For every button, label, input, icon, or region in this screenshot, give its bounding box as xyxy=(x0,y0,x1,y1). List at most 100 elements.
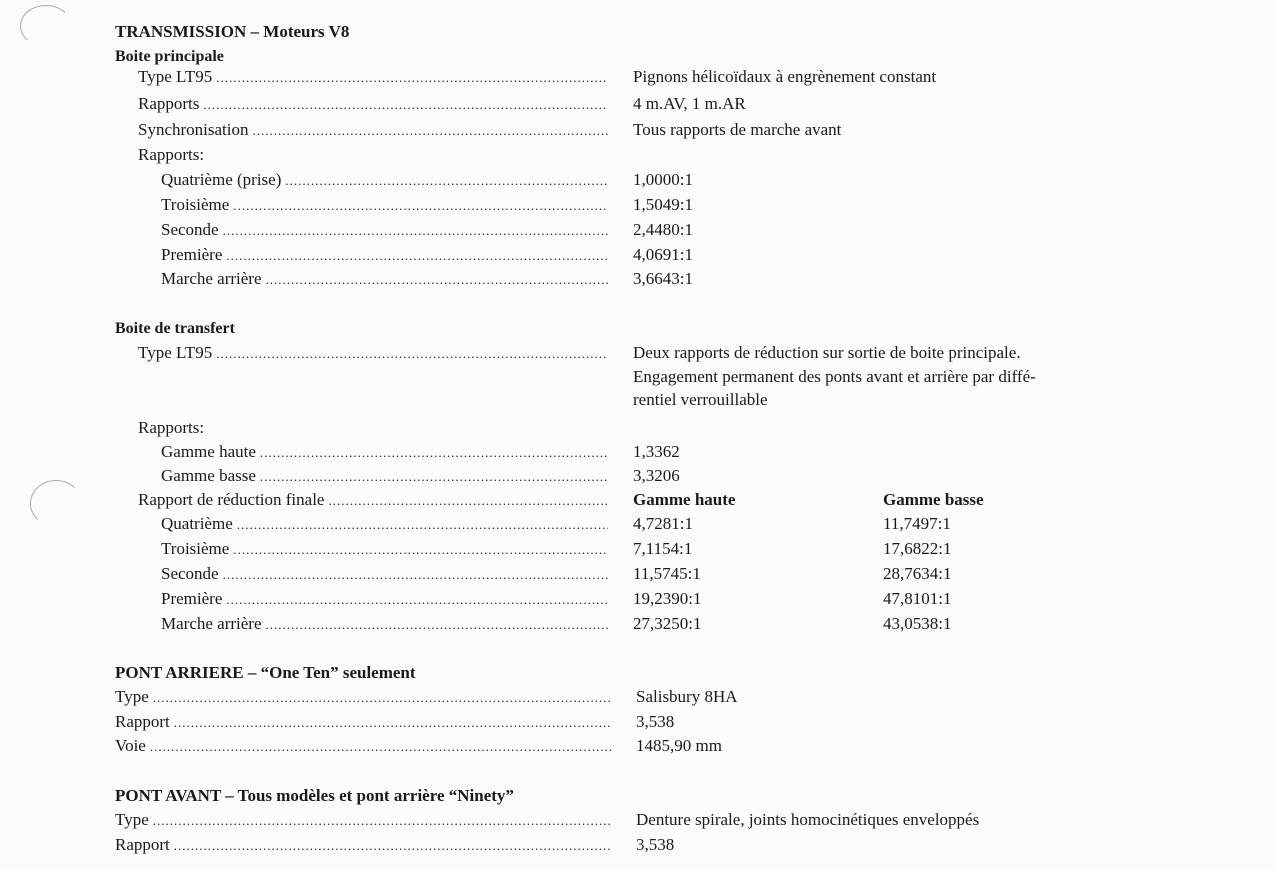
spec-label: Rapports: xyxy=(138,144,608,166)
spec-row: Troisième...............................… xyxy=(0,194,1275,216)
label-text: Voie xyxy=(115,736,146,755)
spec-row: Type LT95...............................… xyxy=(0,342,1275,364)
dot-leader: ........................................… xyxy=(233,198,608,213)
spec-value-low-range: 47,8101:1 xyxy=(883,589,952,608)
label-text: Première xyxy=(161,245,223,264)
spec-label: Gamme haute.............................… xyxy=(161,441,608,464)
spec-row: Type....................................… xyxy=(0,686,1275,708)
spec-value: 7,1154:1 xyxy=(633,539,693,558)
spec-row: Engagement permanent des ponts avant et … xyxy=(0,366,1275,388)
spec-row: Marche arrière..........................… xyxy=(0,613,1275,635)
dot-leader: ........................................… xyxy=(233,542,608,557)
spec-label: Première................................… xyxy=(161,244,608,267)
spec-value: 1,0000:1 xyxy=(633,170,693,189)
spec-label: Seconde.................................… xyxy=(161,219,608,242)
label-text: Quatrième (prise) xyxy=(161,170,282,189)
spec-value: 3,3206 xyxy=(633,466,680,485)
spec-label: Marche arrière..........................… xyxy=(161,613,608,636)
binder-hole-middle xyxy=(30,480,82,527)
spec-label: Rapports................................… xyxy=(138,93,608,116)
spec-row: Rapport de réduction finale.............… xyxy=(0,489,1275,511)
label-text: Rapports: xyxy=(138,145,205,164)
spec-value: Denture spirale, joints homocinétiques e… xyxy=(636,810,980,829)
dot-leader: ........................................… xyxy=(203,97,608,112)
dot-leader: ........................................… xyxy=(328,493,608,508)
dot-leader: ........................................… xyxy=(226,592,608,607)
label-text: Rapports xyxy=(138,94,200,113)
spec-row: Gamme haute.............................… xyxy=(0,441,1275,463)
spec-value: 4 m.AV, 1 m.AR xyxy=(633,94,746,113)
spec-row: Première................................… xyxy=(0,588,1275,610)
section-heading: PONT AVANT – Tous modèles et pont arrièr… xyxy=(115,786,514,805)
spec-value: 3,538 xyxy=(636,835,675,854)
spec-value-low-range: 43,0538:1 xyxy=(883,614,952,633)
spec-row: Rapport.................................… xyxy=(0,834,1275,856)
spec-row: Gamme basse.............................… xyxy=(0,465,1275,487)
spec-label: Rapport de réduction finale.............… xyxy=(138,489,608,512)
dot-leader: ........................................… xyxy=(236,517,608,532)
spec-label: Troisième...............................… xyxy=(161,538,608,561)
spec-label: Type....................................… xyxy=(115,809,612,832)
label-text: Type LT95 xyxy=(138,67,213,86)
spec-value-low-range: Gamme basse xyxy=(883,490,984,509)
spec-row: Voie....................................… xyxy=(0,735,1275,757)
dot-leader: ........................................… xyxy=(285,173,608,188)
dot-leader: ........................................… xyxy=(152,690,612,705)
spec-row: Quatrième (prise).......................… xyxy=(0,169,1275,191)
spec-row: Type....................................… xyxy=(0,809,1275,831)
dot-leader: ........................................… xyxy=(173,715,612,730)
spec-label: Gamme basse.............................… xyxy=(161,465,608,488)
spec-label: Rapports: xyxy=(138,417,608,439)
spec-value-low-range: 11,7497:1 xyxy=(883,514,951,533)
spec-value: 11,5745:1 xyxy=(633,564,701,583)
spec-value: Tous rapports de marche avant xyxy=(633,120,842,139)
dot-leader: ........................................… xyxy=(259,445,608,460)
spec-label: Quatrième (prise).......................… xyxy=(161,169,608,192)
spec-row: Type LT95...............................… xyxy=(0,66,1275,88)
dot-leader: ........................................… xyxy=(259,469,608,484)
dot-leader: ........................................… xyxy=(222,223,608,238)
spec-label: Quatrième...............................… xyxy=(161,513,608,536)
label-text: Gamme haute xyxy=(161,442,256,461)
label-text: Seconde xyxy=(161,220,219,239)
spec-value: 4,7281:1 xyxy=(633,514,693,533)
section-heading: Boite principale xyxy=(115,48,224,65)
spec-row: Troisième...............................… xyxy=(0,538,1275,560)
spec-value: Gamme haute xyxy=(633,490,736,509)
label-text: Première xyxy=(161,589,223,608)
label-text: Marche arrière xyxy=(161,269,262,288)
spec-label: Synchronisation.........................… xyxy=(138,119,608,142)
spec-value: 1485,90 mm xyxy=(636,736,722,755)
label-text: Type LT95 xyxy=(138,343,213,362)
spec-row: Seconde.................................… xyxy=(0,219,1275,241)
spec-value: Deux rapports de réduction sur sortie de… xyxy=(633,343,1021,362)
spec-row: Rapport.................................… xyxy=(0,711,1275,733)
spec-row: rentiel verrouillable xyxy=(0,389,1275,411)
dot-leader: ........................................… xyxy=(216,346,608,361)
dot-leader: ........................................… xyxy=(265,272,608,287)
spec-label: Type....................................… xyxy=(115,686,612,709)
spec-value: 2,4480:1 xyxy=(633,220,693,239)
label-text: Troisième xyxy=(161,539,230,558)
label-text: Seconde xyxy=(161,564,219,583)
spec-label: Première................................… xyxy=(161,588,608,611)
dot-leader: ........................................… xyxy=(265,617,608,632)
spec-value-low-range: 17,6822:1 xyxy=(883,539,952,558)
spec-row: Seconde.................................… xyxy=(0,563,1275,585)
spec-row: Rapports: xyxy=(0,417,1275,439)
spec-row: Rapports................................… xyxy=(0,93,1275,115)
spec-value: rentiel verrouillable xyxy=(633,390,768,409)
section-heading: PONT ARRIERE – “One Ten” seulement xyxy=(115,663,416,682)
dot-leader: ........................................… xyxy=(216,70,608,85)
spec-value: Salisbury 8HA xyxy=(636,687,738,706)
spec-value: Engagement permanent des ponts avant et … xyxy=(633,367,1036,386)
spec-label: Type LT95...............................… xyxy=(138,342,608,365)
spec-value: Pignons hélicoïdaux à engrènement consta… xyxy=(633,67,937,86)
spec-value: 1,5049:1 xyxy=(633,195,693,214)
spec-row: Quatrième...............................… xyxy=(0,513,1275,535)
label-text: Gamme basse xyxy=(161,466,256,485)
label-text: Rapport de réduction finale xyxy=(138,490,325,509)
dot-leader: ........................................… xyxy=(173,838,612,853)
label-text: Type xyxy=(115,810,149,829)
spec-row: Première................................… xyxy=(0,244,1275,266)
